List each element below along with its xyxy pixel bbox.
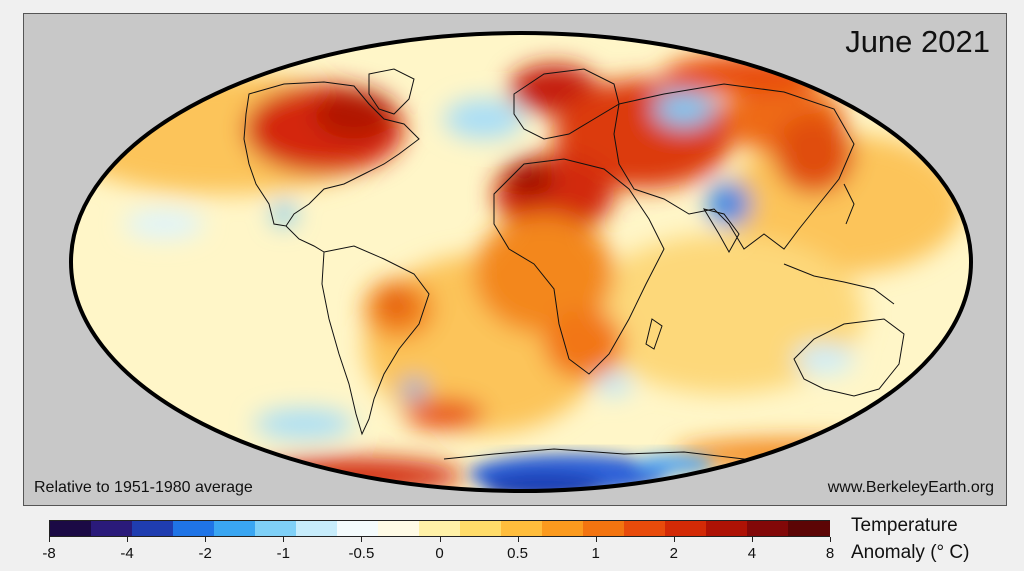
colorbar-tick (361, 537, 363, 542)
colorbar-tick-label: 2 (669, 545, 678, 562)
source-url: www.BerkeleyEarth.org (827, 479, 994, 496)
colorbar-segment (665, 521, 707, 536)
colorbar-segment (91, 521, 133, 536)
colorbar-tick-label: 8 (825, 545, 835, 562)
colorbar-tick (283, 537, 285, 542)
colorbar-segment (788, 521, 830, 536)
coastlines (243, 68, 905, 463)
colorbar-tick-label: -1 (276, 545, 290, 562)
colorbar-segment (50, 521, 92, 536)
colorbar-tick (830, 537, 831, 542)
coastline-madagascar (645, 318, 663, 350)
coastline-australia (793, 318, 905, 397)
colorbar-tick-label: -0.5 (348, 545, 375, 562)
coastline-north-america (243, 81, 420, 227)
colorbar-tick (439, 537, 441, 542)
colorbar-segment (747, 521, 789, 536)
colorbar-tick (673, 537, 675, 542)
coastline-asia (613, 83, 855, 250)
colorbar-tick-label: -8 (42, 545, 56, 562)
colorbar (49, 520, 830, 537)
globe-outline (69, 31, 973, 493)
colorbar-segment (624, 521, 666, 536)
colorbar-segment (542, 521, 584, 536)
coastline-india (702, 208, 740, 254)
colorbar-tick (595, 537, 597, 542)
colorbar-tick (49, 537, 50, 542)
colorbar-tick (751, 537, 753, 542)
anomaly-map (69, 31, 973, 493)
coastline-indonesia (783, 263, 895, 305)
colorbar-segment (173, 521, 215, 536)
legend-title-line1: Temperature (851, 515, 958, 536)
colorbar-tick-label: 0 (435, 545, 444, 562)
legend-title-line2: Anomaly (° C) (851, 542, 970, 563)
coastline-south-america (321, 245, 430, 436)
colorbar-tick-label: -4 (120, 545, 134, 562)
colorbar-tick-label: 4 (747, 545, 757, 562)
colorbar-tick (127, 537, 129, 542)
colorbar-segment (460, 521, 502, 536)
colorbar-segment (255, 521, 297, 536)
anomaly-field (71, 33, 971, 491)
colorbar-segment (214, 521, 256, 536)
coastline-japan (843, 183, 855, 225)
colorbar-segment (296, 521, 338, 536)
map-panel: June 2021 Relative to 1951-1980 average … (23, 13, 1007, 506)
coastline-greenland (368, 68, 415, 115)
colorbar-tick (517, 537, 519, 542)
map-title: June 2021 (845, 24, 990, 59)
coastline-central-america (285, 225, 325, 253)
baseline-note: Relative to 1951-1980 average (34, 479, 253, 496)
colorbar-segment (337, 521, 379, 536)
coastline-africa (493, 158, 665, 375)
colorbar-segment (378, 521, 420, 536)
colorbar-tick-label: 0.5 (507, 545, 529, 562)
colorbar-segment (501, 521, 543, 536)
colorbar-segment (706, 521, 748, 536)
colorbar-segment (583, 521, 625, 536)
coastline-europe (513, 68, 620, 140)
colorbar-tick (205, 537, 207, 542)
colorbar-tick-label: 1 (591, 545, 600, 562)
colorbar-segment (419, 521, 461, 536)
colorbar-tick-label: -2 (198, 545, 212, 562)
colorbar-segment (132, 521, 174, 536)
